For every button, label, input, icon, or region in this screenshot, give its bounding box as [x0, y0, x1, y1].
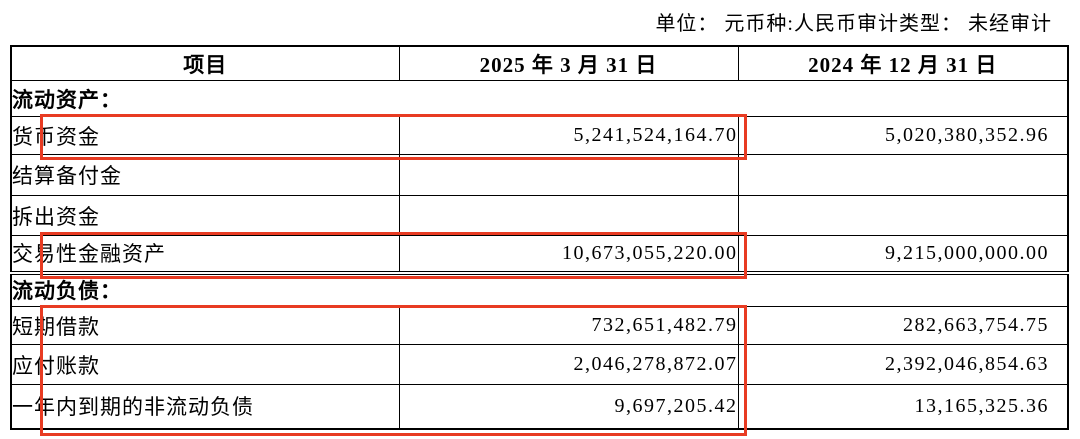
value-2025: 9,697,205.42: [398, 384, 739, 429]
value-2024: [737, 154, 1069, 196]
header-row: 项目 2025 年 3 月 31 日 2024 年 12 月 31 日: [10, 45, 1069, 81]
item-label: 货币资金: [10, 116, 400, 155]
section-row: 流动负债：: [10, 272, 1069, 307]
item-label: 应付账款: [10, 344, 400, 385]
item-label: 短期借款: [10, 306, 400, 345]
item-row: 应付账款 2,046,278,872.07 2,392,046,854.63: [10, 344, 1069, 385]
item-label: 结算备付金: [10, 154, 400, 196]
value-2025: [398, 195, 739, 236]
item-row: 结算备付金: [10, 154, 1069, 196]
item-row: 交易性金融资产 10,673,055,220.00 9,215,000,000.00: [10, 235, 1069, 275]
table-header: 项目 2025 年 3 月 31 日 2024 年 12 月 31 日: [10, 45, 1069, 81]
column-header-2024-12-31: 2024 年 12 月 31 日: [737, 45, 1069, 81]
item-row: 货币资金 5,241,524,164.70 5,020,380,352.96: [10, 116, 1069, 155]
item-label: 交易性金融资产: [10, 235, 400, 275]
unit-and-audit-annotation: 单位： 元币种:人民币审计类型： 未经审计: [655, 13, 1052, 35]
value-2025: 10,673,055,220.00: [398, 235, 739, 275]
section-label: 流动负债：: [10, 272, 1069, 307]
value-2024: 9,215,000,000.00: [737, 235, 1069, 275]
value-2024: 282,663,754.75: [737, 306, 1069, 345]
table-body: 流动资产： 货币资金 5,241,524,164.70 5,020,380,352.9…: [10, 80, 1069, 429]
column-header-2025-03-31: 2025 年 3 月 31 日: [398, 45, 739, 81]
value-2025: 5,241,524,164.70: [398, 116, 739, 155]
value-2024: 5,020,380,352.96: [737, 116, 1069, 155]
value-2025: 2,046,278,872.07: [398, 344, 739, 385]
value-2024: [737, 195, 1069, 236]
item-row: 拆出资金: [10, 195, 1069, 236]
column-header-item: 项目: [10, 45, 400, 81]
item-label: 拆出资金: [10, 195, 400, 236]
value-2025: [398, 154, 739, 196]
item-row: 短期借款 732,651,482.79 282,663,754.75: [10, 306, 1069, 345]
balance-sheet-table: 项目 2025 年 3 月 31 日 2024 年 12 月 31 日 流动资产…: [10, 45, 1069, 430]
value-2024: 2,392,046,854.63: [737, 344, 1069, 385]
value-2025: 732,651,482.79: [398, 306, 739, 345]
value-2024: 13,165,325.36: [737, 384, 1069, 429]
item-row: 一年内到期的非流动负债 9,697,205.42 13,165,325.36: [10, 384, 1069, 429]
section-label: 流动资产：: [10, 80, 1069, 117]
item-label: 一年内到期的非流动负债: [10, 384, 400, 429]
section-row: 流动资产：: [10, 80, 1069, 117]
